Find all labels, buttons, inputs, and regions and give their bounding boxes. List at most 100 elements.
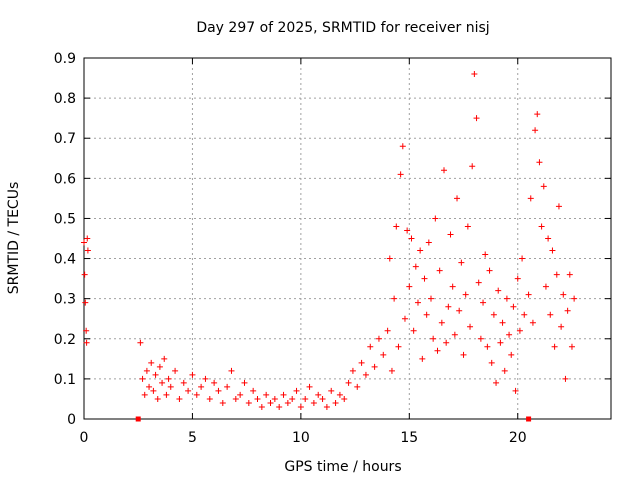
data-point (427, 295, 434, 302)
data-point (545, 235, 552, 242)
data-point (408, 235, 415, 242)
data-point (454, 195, 461, 202)
data-point (451, 331, 458, 338)
data-point (161, 355, 168, 362)
data-point (417, 247, 424, 254)
data-point (475, 279, 482, 286)
data-point (310, 399, 317, 406)
data-point (328, 387, 335, 394)
data-point (83, 327, 90, 334)
y-axis-title: SRMTID / TECUs (6, 182, 22, 295)
data-point (349, 367, 356, 374)
data-point (386, 255, 393, 262)
data-point (159, 379, 166, 386)
data-point (228, 367, 235, 374)
data-point (241, 379, 248, 386)
data-point (456, 307, 463, 314)
x-tick-label: 20 (509, 430, 527, 446)
y-tick-label: 0.1 (54, 372, 76, 388)
data-point (399, 143, 406, 150)
data-point (384, 327, 391, 334)
data-point (232, 395, 239, 402)
data-point (564, 307, 571, 314)
data-point (215, 387, 222, 394)
data-point (508, 351, 515, 358)
data-point (172, 367, 179, 374)
data-point (83, 339, 90, 346)
y-tick-label: 0.8 (54, 91, 76, 107)
data-point (237, 391, 244, 398)
data-point (393, 223, 400, 230)
data-point (555, 203, 562, 210)
data-point (438, 319, 445, 326)
data-point (458, 259, 465, 266)
data-point (540, 183, 547, 190)
data-point (193, 391, 200, 398)
y-tick-label: 0.2 (54, 332, 76, 348)
data-point (219, 399, 226, 406)
data-point (549, 247, 556, 254)
data-point (473, 115, 480, 122)
data-point (206, 395, 213, 402)
data-point (432, 215, 439, 222)
gap-flag-marker (526, 416, 532, 422)
data-point (499, 319, 506, 326)
data-point (345, 379, 352, 386)
x-tick-label: 10 (292, 430, 310, 446)
data-point (143, 367, 150, 374)
y-tick-label: 0.7 (54, 131, 76, 147)
data-point (189, 371, 196, 378)
data-point (447, 231, 454, 238)
data-point (341, 395, 348, 402)
data-point (497, 339, 504, 346)
data-point (81, 271, 88, 278)
data-point (501, 367, 508, 374)
y-tick-label: 0.9 (54, 51, 76, 67)
y-tick-label: 0.3 (54, 292, 76, 308)
data-point (529, 319, 536, 326)
data-point (449, 283, 456, 290)
data-point (139, 375, 146, 382)
data-point (506, 331, 513, 338)
data-point (297, 403, 304, 410)
data-point (480, 299, 487, 306)
data-point (336, 391, 343, 398)
data-point (319, 395, 326, 402)
data-point (410, 327, 417, 334)
data-point (280, 391, 287, 398)
data-point (406, 283, 413, 290)
data-point (558, 323, 565, 330)
y-tick-label: 0 (67, 412, 76, 428)
data-point (146, 383, 153, 390)
data-point (180, 379, 187, 386)
data-point (471, 71, 478, 78)
data-point (553, 271, 560, 278)
data-point (154, 395, 161, 402)
data-point (532, 127, 539, 134)
data-point (371, 363, 378, 370)
data-point (156, 363, 163, 370)
data-point (414, 299, 421, 306)
data-point (482, 251, 489, 258)
data-point (163, 391, 170, 398)
data-point (202, 375, 209, 382)
data-point (354, 383, 361, 390)
data-point (547, 311, 554, 318)
data-point (462, 291, 469, 298)
data-point (152, 371, 159, 378)
data-point (185, 387, 192, 394)
y-tick-label: 0.4 (54, 252, 76, 268)
data-point (267, 399, 274, 406)
data-point (148, 359, 155, 366)
data-point (436, 267, 443, 274)
data-point (362, 371, 369, 378)
data-point (477, 335, 484, 342)
data-point (486, 267, 493, 274)
data-point (315, 391, 322, 398)
x-tick-label: 5 (188, 430, 197, 446)
data-point (395, 343, 402, 350)
data-point (404, 227, 411, 234)
data-point (467, 323, 474, 330)
data-point (519, 255, 526, 262)
